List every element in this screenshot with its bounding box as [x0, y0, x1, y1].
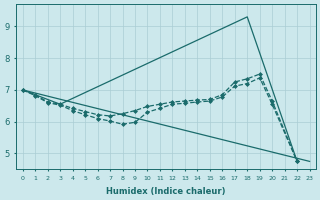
X-axis label: Humidex (Indice chaleur): Humidex (Indice chaleur) — [107, 187, 226, 196]
